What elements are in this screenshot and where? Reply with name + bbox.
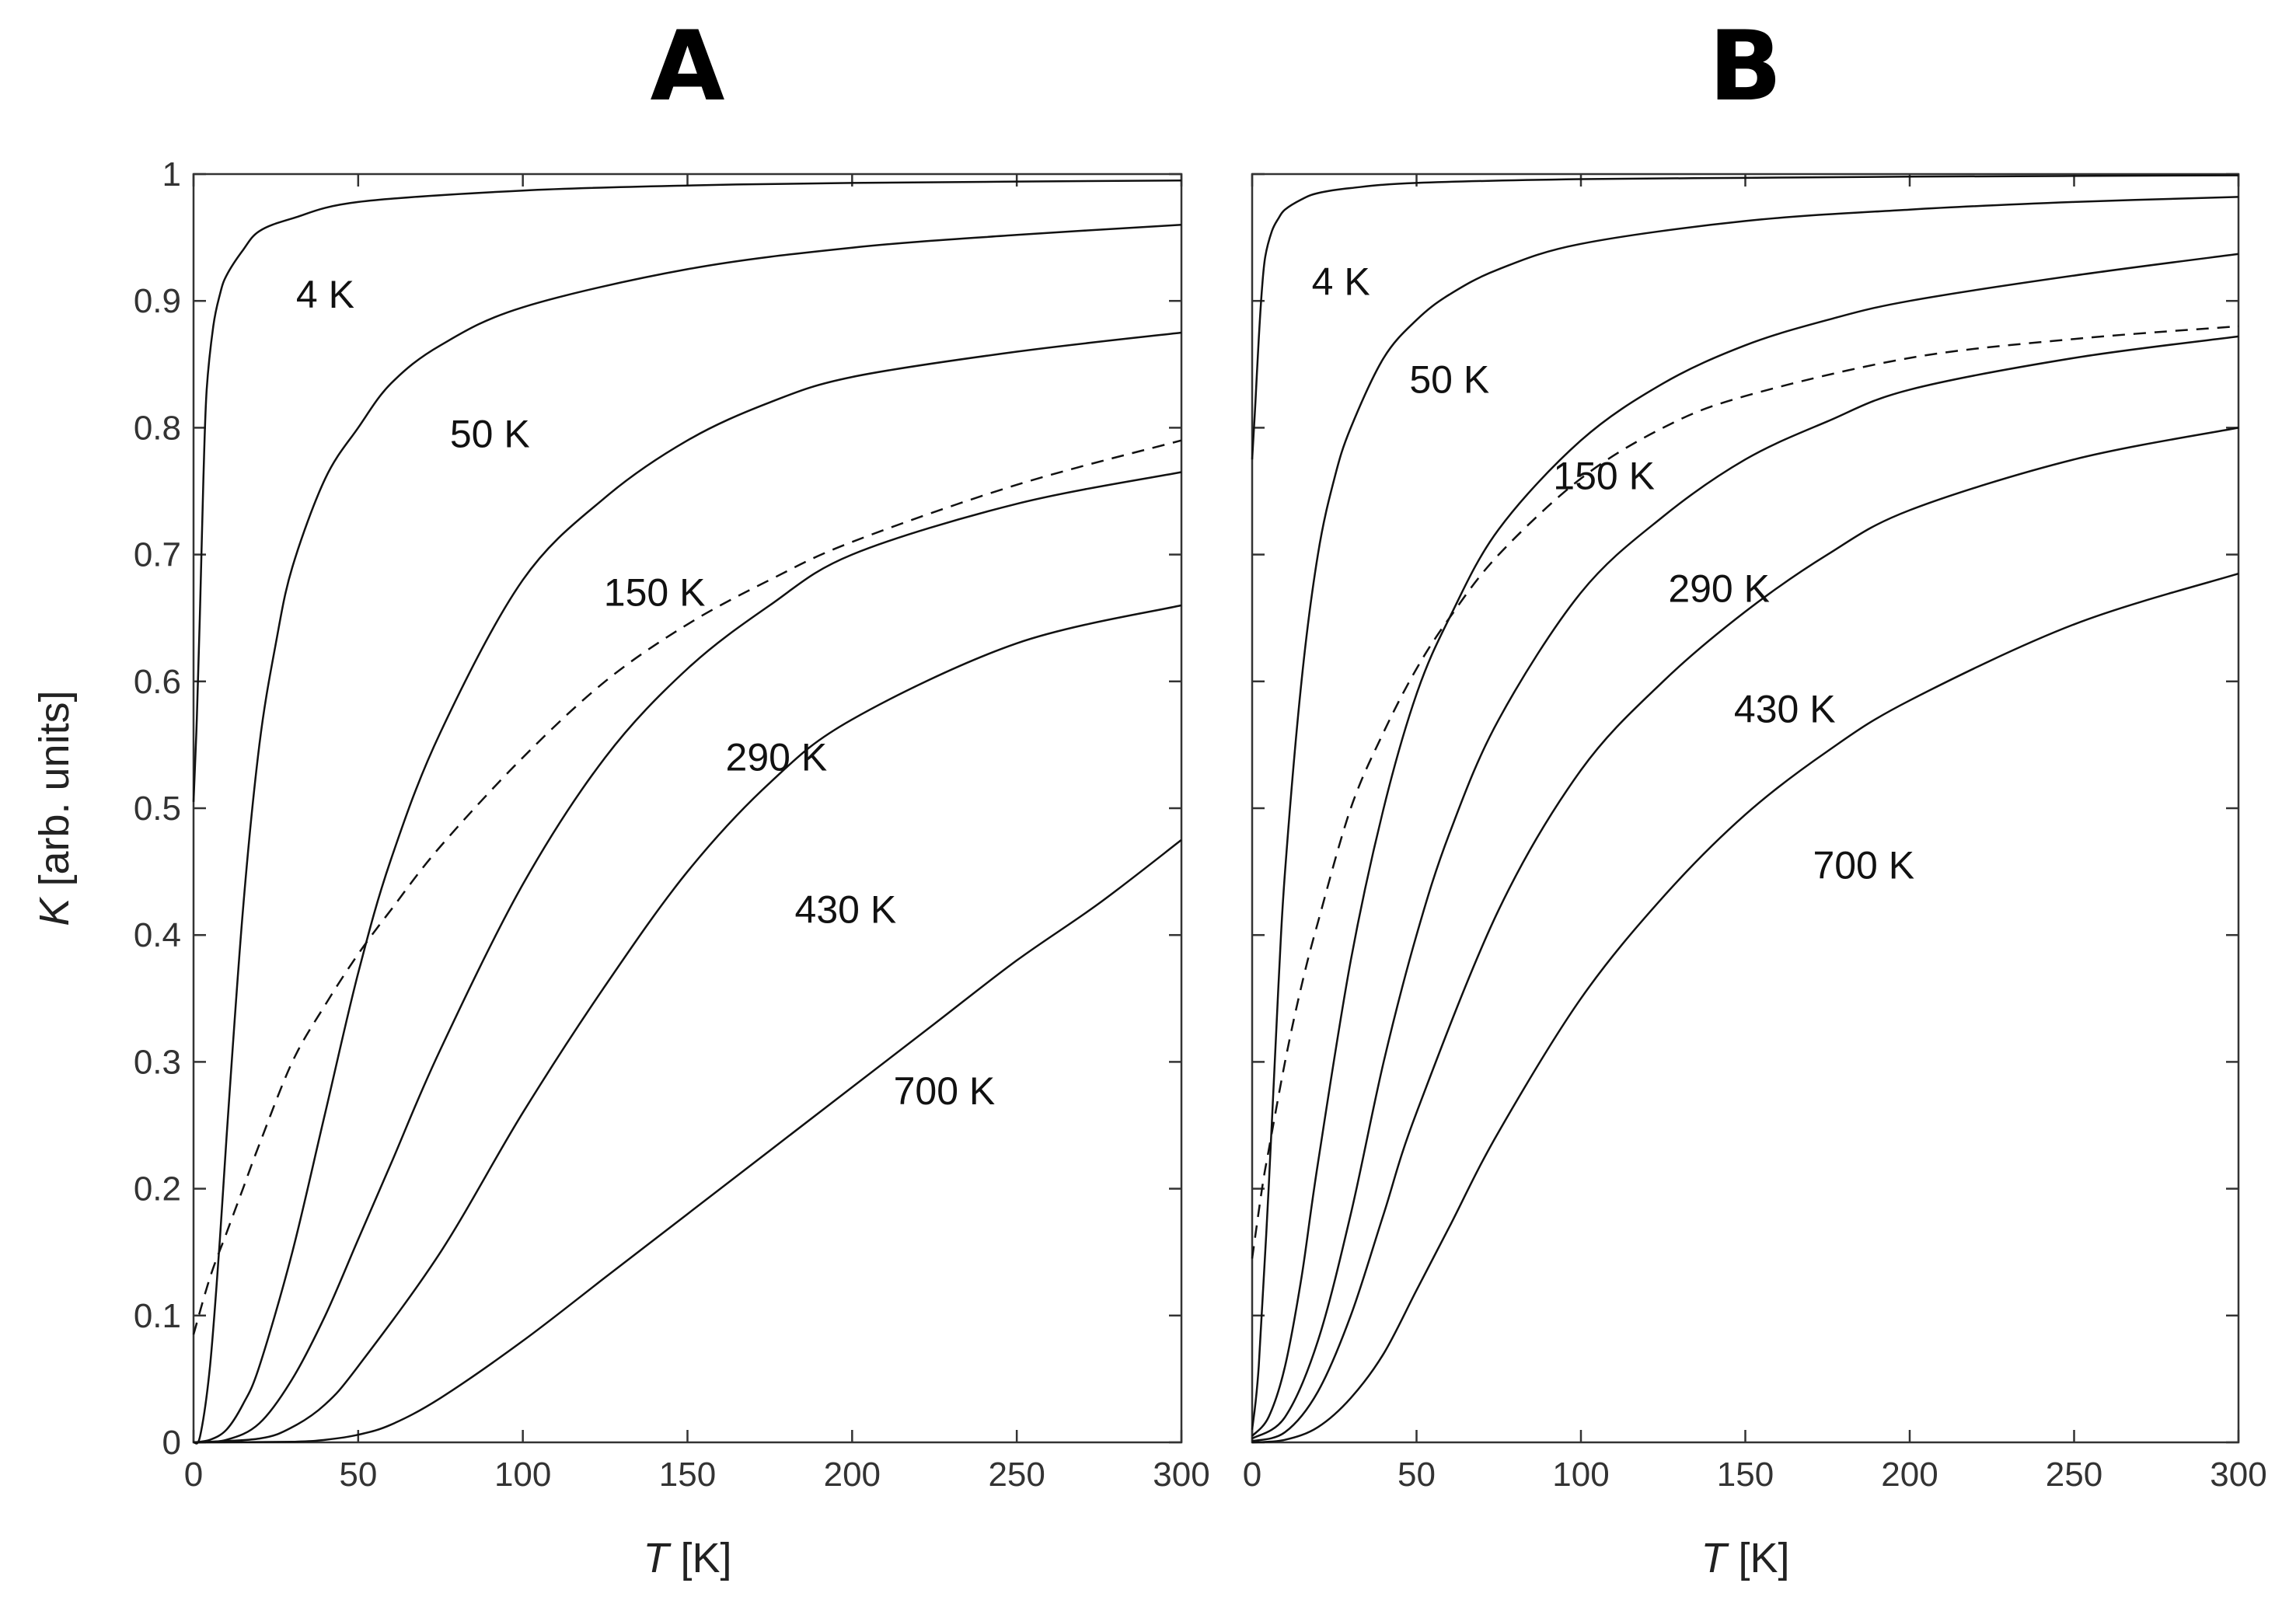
series-line-50k [1251,196,2239,1430]
panel-a: A 0 50 100 150 200 250 300 0 0.1 0.2 0.3 0.4 0.5 0.6 0.… [31,11,1210,1581]
series-line-dashed [192,439,1182,1335]
y-tick-label: 0.6 [134,663,181,701]
series-label: 150 K [604,571,706,615]
series-label: 50 K [1409,357,1489,401]
x-tick-label: 250 [2046,1456,2102,1494]
x-tick-label: 50 [1397,1456,1436,1494]
x-tick-label: 200 [824,1456,881,1494]
x-tick-label: 200 [1881,1456,1938,1494]
series-label: 290 K [1668,567,1770,611]
y-tick-label: 0.1 [134,1297,181,1335]
series-label: 700 K [894,1069,996,1113]
x-tick-label: 300 [2210,1456,2266,1494]
x-tick-label: 0 [184,1456,203,1494]
x-tick-label: 50 [339,1456,377,1494]
series-label: 290 K [726,736,828,779]
x-tick-label: 300 [1153,1456,1209,1494]
x-tick-label: 150 [1717,1456,1774,1494]
series-line-dashed [1251,325,2239,1259]
y-tick-label: 0.9 [134,282,181,320]
y-tick-label: 1 [162,155,181,194]
series-line-700k [193,839,1182,1444]
x-axis-label: T [K] [643,1535,731,1581]
series-line-430k [193,604,1182,1444]
plot-frame [192,173,1183,1444]
series-label: 4 K [296,273,354,316]
x-tick-label: 150 [659,1456,716,1494]
series-line-700k [1251,572,2239,1444]
series-label: 430 K [1734,688,1836,731]
series-line-290k [1251,335,2239,1440]
x-tick-label: 0 [1243,1456,1261,1494]
x-axis-label: T [K] [1701,1535,1789,1581]
y-tick-label: 0 [162,1424,181,1462]
series-label: 430 K [795,888,897,932]
series-line-150k [1251,253,2239,1437]
x-tick-label: 100 [494,1456,551,1494]
series-line-150k [193,331,1182,1444]
series-label: 50 K [450,413,530,456]
series-label: 700 K [1813,843,1914,887]
series-line-290k [193,471,1182,1444]
x-tick-label: 250 [988,1456,1045,1494]
panel-title: B [1708,11,1782,123]
plot-frame [1251,173,2240,1444]
panel-title: A [651,11,725,123]
series-line-50k [192,224,1182,1445]
y-tick-label: 0.5 [134,790,181,828]
y-tick-label: 0.7 [134,536,181,574]
x-tick-label: 100 [1552,1456,1609,1494]
y-tick-label: 0.4 [134,916,181,954]
y-tick-label: 0.2 [134,1170,181,1208]
y-axis-label: K [arb. units] [31,690,78,926]
series-label: 150 K [1553,454,1655,497]
panel-b: B 0 50 100 150 200 250 300 T [K] 4 K 50 K 150 K 290 … [1243,11,2267,1581]
series-line-4k [192,179,1182,802]
series-line-4k [1251,174,2239,460]
y-tick-label: 0.8 [134,409,181,447]
y-tick-label: 0.3 [134,1043,181,1081]
series-label: 4 K [1312,260,1370,304]
series-line-430k [1251,427,2239,1442]
